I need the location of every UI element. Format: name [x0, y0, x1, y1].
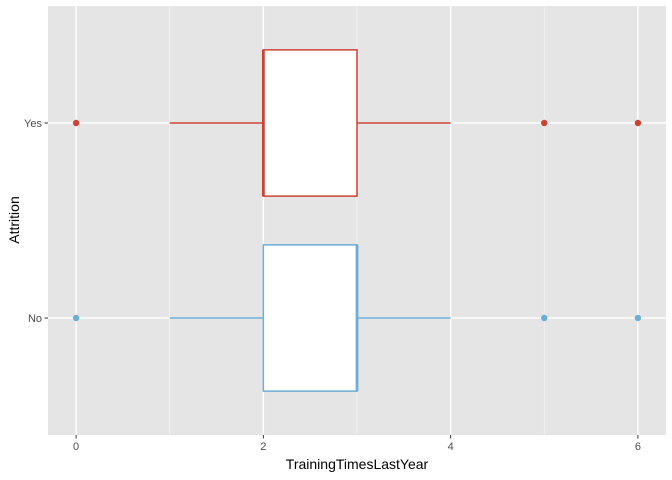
- y-axis: No Yes: [24, 118, 48, 325]
- y-axis-title: Attrition: [6, 196, 22, 243]
- box-yes: [72, 49, 642, 197]
- x-axis: 0 2 4 6: [73, 435, 641, 453]
- outlier-point: [72, 119, 80, 127]
- boxes: [72, 49, 642, 392]
- x-tick-label: 4: [448, 441, 454, 453]
- y-tick-label: No: [28, 313, 42, 325]
- outlier-point: [541, 314, 548, 322]
- box-iqr: [262, 49, 358, 197]
- outlier-point: [72, 314, 80, 322]
- box-no: [72, 244, 642, 392]
- outlier-point: [634, 314, 642, 322]
- outlier-point: [634, 119, 642, 127]
- outlier-point: [541, 119, 548, 127]
- x-tick-label: 0: [73, 441, 79, 453]
- x-tick-label: 6: [635, 441, 641, 453]
- y-tick-label: Yes: [24, 118, 42, 130]
- x-tick-label: 2: [260, 441, 266, 453]
- box-iqr: [262, 244, 358, 392]
- x-axis-title: TrainingTimesLastYear: [286, 456, 429, 472]
